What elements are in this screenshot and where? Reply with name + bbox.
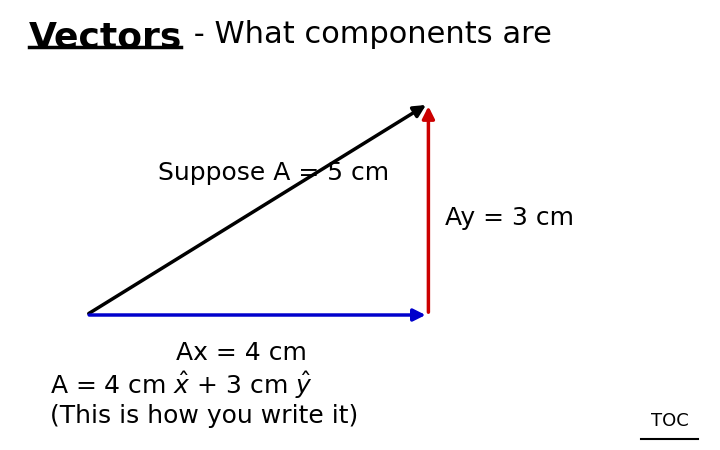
Text: Vectors: Vectors — [29, 20, 182, 54]
Text: - What components are: - What components are — [184, 20, 552, 49]
Text: TOC: TOC — [651, 412, 688, 430]
Text: Ay = 3 cm: Ay = 3 cm — [445, 206, 574, 230]
Text: Ax = 4 cm: Ax = 4 cm — [176, 341, 307, 365]
Text: (This is how you write it): (This is how you write it) — [50, 404, 359, 428]
Text: Suppose A = 5 cm: Suppose A = 5 cm — [158, 161, 390, 185]
Text: A = 4 cm $\hat{x}$ + 3 cm $\hat{y}$: A = 4 cm $\hat{x}$ + 3 cm $\hat{y}$ — [50, 369, 313, 400]
